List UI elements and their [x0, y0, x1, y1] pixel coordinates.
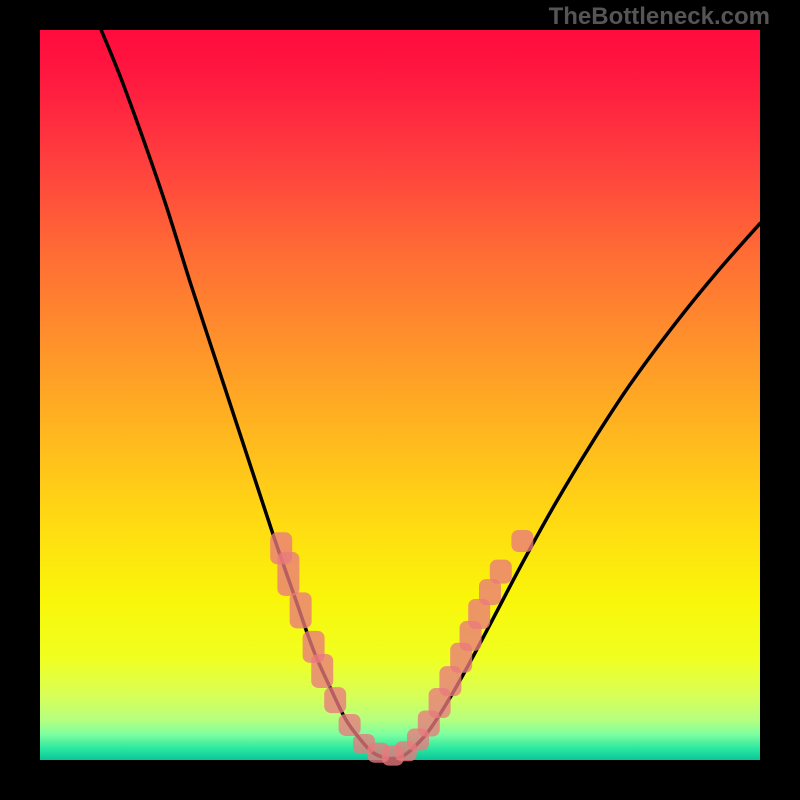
chart-container: TheBottleneck.com [0, 0, 800, 800]
curve-marker [277, 552, 299, 596]
curve-marker [490, 560, 512, 584]
curve-marker [339, 714, 361, 736]
curve-marker [324, 687, 346, 713]
curve-markers-group [270, 530, 533, 766]
curve-marker [511, 530, 533, 552]
curve-marker [290, 592, 312, 628]
bottleneck-curve [101, 30, 760, 759]
curve-marker [311, 654, 333, 688]
watermark-text: TheBottleneck.com [549, 3, 770, 31]
chart-svg-overlay [0, 0, 800, 800]
